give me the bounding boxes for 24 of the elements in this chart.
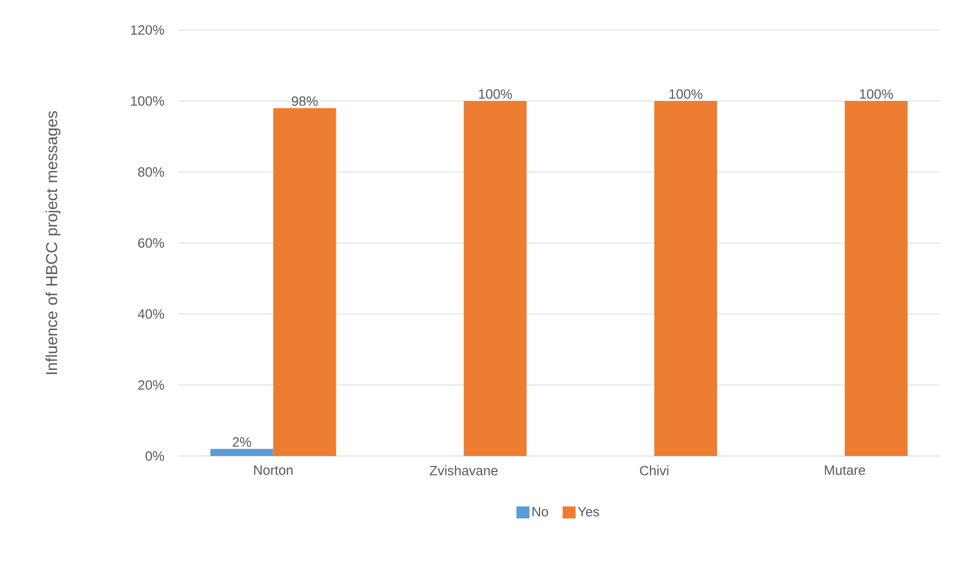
- data-label: 98%: [292, 96, 318, 106]
- y-tick-label: 100%: [131, 96, 164, 106]
- y-tick-label: 80%: [138, 167, 164, 177]
- x-tick-label: Zvishavane: [430, 466, 498, 476]
- y-tick-label: 40%: [138, 309, 164, 319]
- x-tick-label: Norton: [254, 466, 293, 475]
- legend-label: Yes: [578, 507, 600, 516]
- data-label: 2%: [232, 437, 252, 447]
- data-label: 100%: [860, 89, 893, 99]
- y-tick-label: 20%: [138, 380, 164, 390]
- bar: [210, 448, 274, 456]
- bar: [464, 100, 527, 456]
- legend-label: No: [532, 507, 548, 516]
- bar: [654, 100, 718, 456]
- y-tick-label: 60%: [138, 238, 164, 248]
- y-tick-label: 120%: [131, 25, 164, 35]
- bar: [273, 108, 336, 456]
- x-tick-label: Mutare: [824, 466, 866, 475]
- data-label: 100%: [479, 89, 512, 99]
- y-axis-title: Influence of HBCC project messages: [46, 111, 60, 374]
- bar: [844, 100, 908, 456]
- data-label: 100%: [670, 89, 702, 99]
- x-tick-label: Chivi: [640, 466, 668, 476]
- y-tick-label: 0%: [146, 451, 164, 461]
